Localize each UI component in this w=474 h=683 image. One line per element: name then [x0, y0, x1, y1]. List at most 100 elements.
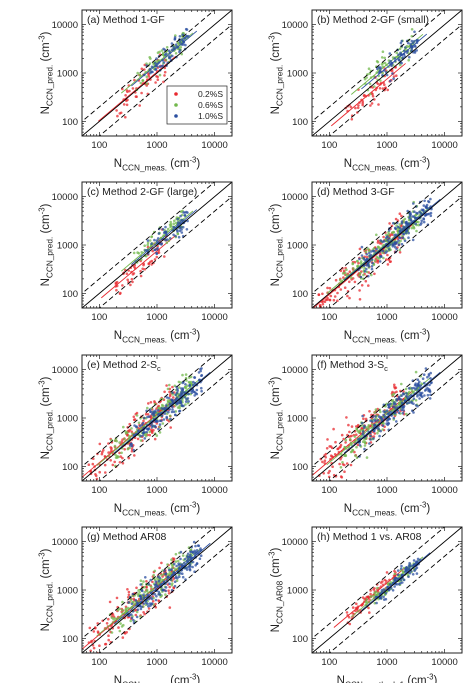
data-point [150, 235, 153, 239]
data-point [122, 425, 125, 429]
data-point [342, 269, 346, 273]
panel-title-subscript: c [157, 364, 161, 373]
legend-marker [174, 114, 178, 118]
data-point [389, 79, 392, 83]
label-superscript: -3 [419, 155, 426, 164]
data-point [134, 613, 138, 617]
legend-marker [174, 103, 178, 107]
data-point [174, 560, 178, 563]
label-subscript: CCN_meas. [122, 508, 167, 517]
data-point [358, 298, 362, 301]
y-axis-label: NCCN_pred. (cm-3) [37, 548, 54, 631]
data-point [181, 33, 185, 37]
data-point [174, 393, 177, 397]
data-point [121, 609, 124, 612]
data-point [422, 208, 425, 212]
data-point [341, 461, 344, 464]
data-point [406, 222, 410, 226]
data-point [172, 586, 176, 590]
label-unit: (cm [404, 675, 426, 683]
data-point [146, 413, 150, 416]
data-point [200, 386, 203, 390]
data-point [118, 629, 122, 633]
data-point [168, 383, 171, 387]
data-point [402, 232, 405, 236]
data-point [415, 229, 418, 233]
data-point [151, 600, 155, 603]
data-point [184, 400, 188, 403]
data-point [135, 615, 139, 619]
data-point [370, 423, 374, 426]
data-point [401, 570, 405, 573]
data-point [407, 575, 410, 578]
data-point [119, 455, 122, 458]
data-point [148, 433, 151, 437]
data-point [172, 396, 175, 399]
data-point [383, 415, 387, 419]
data-point [362, 277, 365, 281]
data-point [177, 235, 181, 239]
x-tick-label: 10000 [201, 140, 227, 151]
data-point [396, 569, 400, 572]
data-point [173, 562, 176, 566]
data-point [357, 437, 360, 441]
data-point [376, 431, 379, 435]
y-tick-label: 1000 [287, 69, 308, 80]
data-point [387, 248, 391, 251]
label-superscript: -3 [267, 380, 276, 387]
data-point [360, 284, 364, 287]
legend-marker [174, 92, 178, 96]
data-point [168, 408, 171, 411]
data-point [130, 430, 133, 434]
data-point [153, 437, 157, 441]
label-unit: (cm [40, 387, 52, 409]
data-point [184, 383, 187, 386]
data-point [101, 450, 104, 454]
data-point [135, 414, 139, 417]
data-point [153, 400, 156, 403]
data-point [184, 566, 188, 570]
data-point [410, 226, 414, 230]
data-point [338, 278, 342, 282]
data-point [369, 595, 373, 598]
data-point [388, 222, 391, 225]
data-point [383, 56, 387, 60]
data-point [130, 602, 134, 606]
data-point [127, 593, 131, 597]
data-point [167, 396, 170, 400]
data-point [110, 625, 113, 628]
data-point [407, 58, 411, 62]
x-tick-label: 10000 [201, 485, 227, 496]
data-point [348, 280, 351, 284]
data-point [162, 418, 166, 421]
data-point [404, 231, 408, 235]
data-point [126, 588, 129, 591]
label-subscript: CCN_pred. [275, 410, 284, 451]
data-point [402, 578, 406, 582]
data-point [153, 593, 157, 596]
data-point [391, 399, 394, 403]
data-point [174, 52, 178, 55]
data-point [162, 404, 165, 408]
data-point [167, 49, 171, 53]
data-point [408, 390, 411, 394]
data-point [172, 233, 175, 237]
data-point [405, 229, 408, 232]
data-point [381, 424, 385, 428]
data-point [154, 583, 158, 586]
label-subscript: CCN_pred. [45, 237, 54, 278]
data-point [135, 586, 138, 590]
label-close: ) [40, 31, 52, 35]
y-tick-label: 100 [292, 462, 308, 473]
data-point [358, 274, 361, 277]
data-point [344, 438, 348, 442]
data-point [355, 427, 358, 431]
data-point [170, 42, 174, 45]
data-point [146, 602, 149, 606]
data-point [149, 578, 152, 582]
data-point [173, 580, 177, 583]
data-point [150, 70, 153, 73]
data-point [153, 569, 157, 573]
data-point [370, 265, 374, 268]
data-point [188, 564, 191, 568]
